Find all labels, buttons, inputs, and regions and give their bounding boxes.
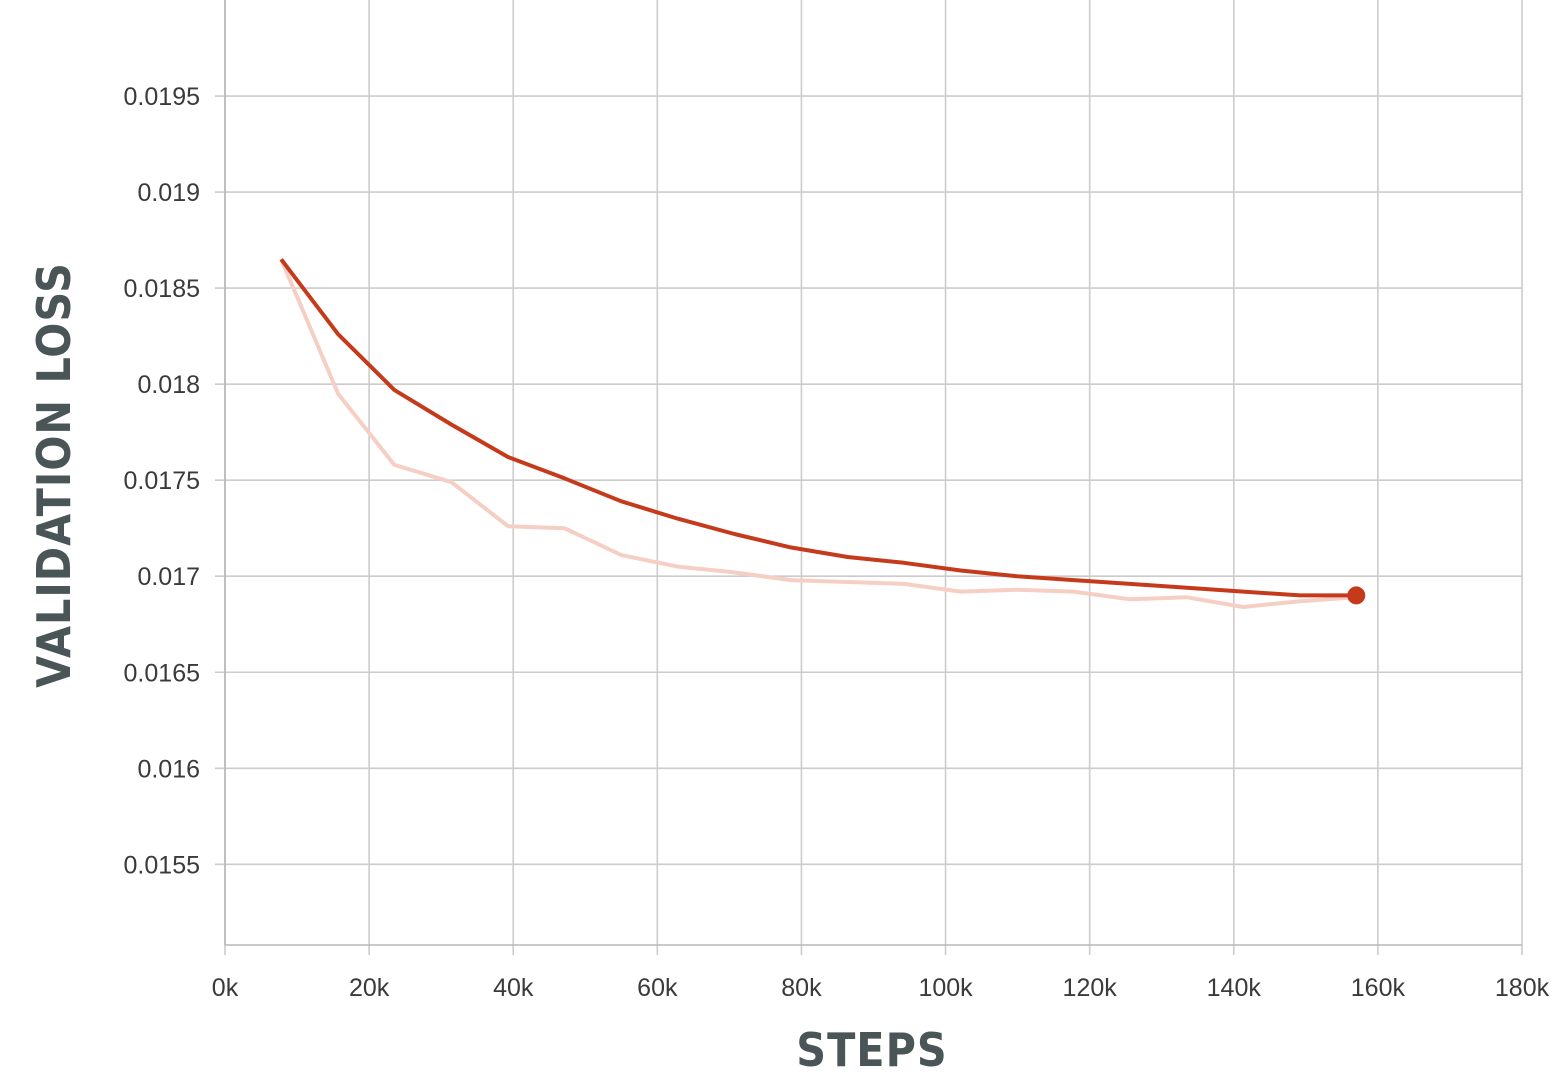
- y-tick-label: 0.0155: [124, 851, 200, 879]
- x-tick-label: 140k: [1207, 974, 1262, 1002]
- y-tick-label: 0.017: [137, 563, 200, 591]
- smoothed-series-line: [279, 258, 1357, 598]
- x-tick-label: 180k: [1495, 974, 1550, 1002]
- y-tick-labels: 0.0155 0.016 0.0165 0.017 0.0175 0.018 0.0185 0…: [124, 83, 200, 879]
- axes: [224, 0, 1522, 946]
- x-tick-label: 20k: [349, 974, 390, 1002]
- y-tick-label: 0.016: [137, 755, 200, 783]
- y-axis-title: VALIDATION LOSS: [27, 262, 81, 688]
- series-lines: [279, 258, 1366, 609]
- x-tick-label: 100k: [918, 974, 973, 1002]
- y-tick-label: 0.0185: [124, 275, 200, 303]
- raw-series-line: [279, 258, 1357, 609]
- x-tick-label: 60k: [637, 974, 678, 1002]
- x-axis-title: STEPS: [796, 1023, 947, 1077]
- x-tick-label: 120k: [1063, 974, 1118, 1002]
- y-tick-label: 0.018: [137, 371, 200, 399]
- x-tick-label: 80k: [781, 974, 822, 1002]
- y-tick-label: 0.019: [137, 179, 200, 207]
- x-tick-label: 160k: [1351, 974, 1406, 1002]
- x-tick-label: 40k: [493, 974, 534, 1002]
- x-tick-label: 0k: [212, 974, 239, 1002]
- x-tick-labels: 0k 20k 40k 60k 80k 100k 120k 140k 160k 180k: [212, 974, 1550, 1002]
- y-tick-label: 0.0165: [124, 659, 200, 687]
- y-tick-label: 0.0195: [124, 83, 200, 111]
- series-end-marker[interactable]: [1347, 586, 1366, 605]
- y-tick-label: 0.0175: [124, 467, 200, 495]
- grid-lines: [215, 0, 1523, 955]
